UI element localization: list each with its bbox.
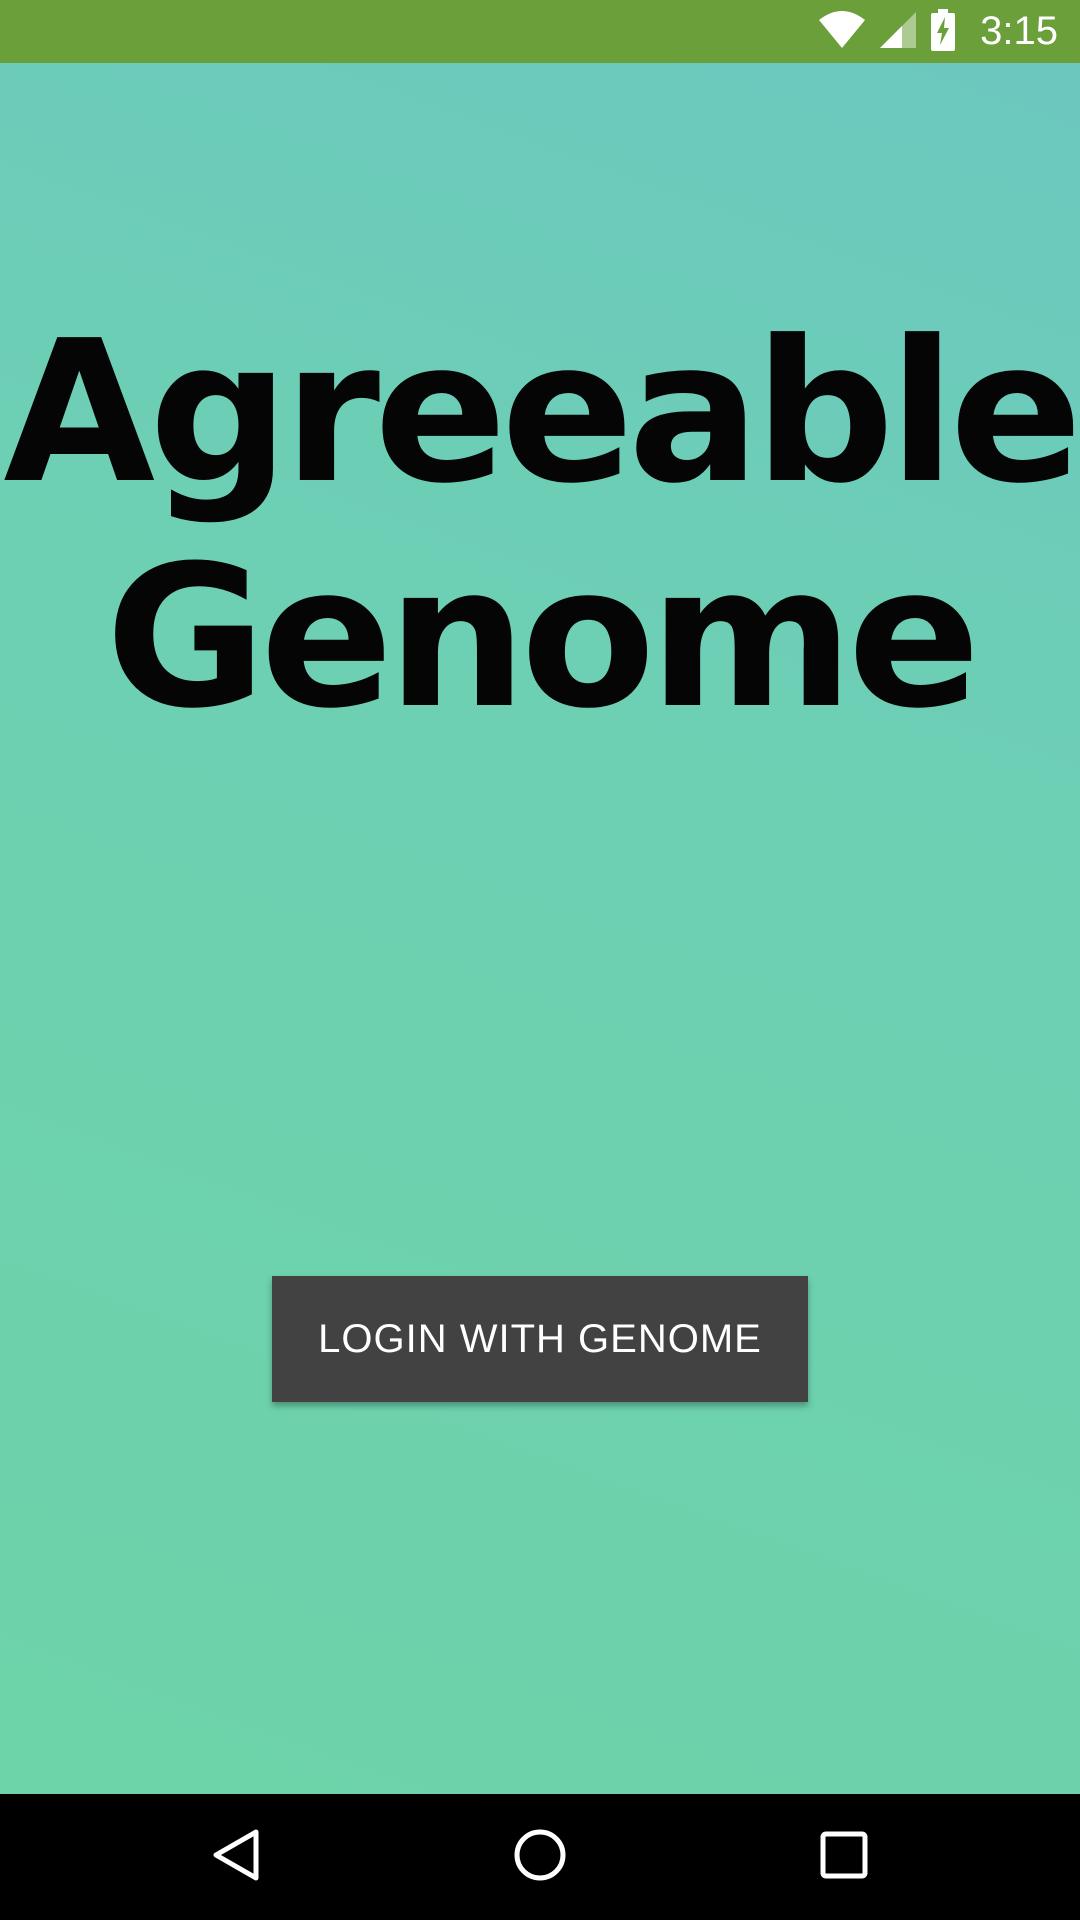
app-logo: Agreeable Genome xyxy=(0,298,1080,778)
status-clock: 3:15 xyxy=(980,9,1058,53)
back-button[interactable] xyxy=(166,1794,306,1920)
wifi-icon xyxy=(818,10,866,54)
back-icon xyxy=(210,1827,262,1887)
battery-charging-icon xyxy=(930,8,956,55)
recents-icon xyxy=(819,1830,869,1884)
logo-line-1: Agreeable xyxy=(3,299,1080,527)
recents-button[interactable] xyxy=(774,1794,914,1920)
cell-signal-icon xyxy=(878,10,918,54)
status-bar: 3:15 xyxy=(0,0,1080,63)
logo-line-2: Genome xyxy=(105,524,980,752)
login-with-genome-button[interactable]: LOGIN WITH GENOME xyxy=(272,1276,808,1402)
main-content: Agreeable Genome LOGIN WITH GENOME xyxy=(0,63,1080,1794)
status-icons: 3:15 xyxy=(818,0,1058,63)
home-icon xyxy=(512,1827,568,1887)
home-button[interactable] xyxy=(470,1794,610,1920)
navigation-bar xyxy=(0,1794,1080,1920)
